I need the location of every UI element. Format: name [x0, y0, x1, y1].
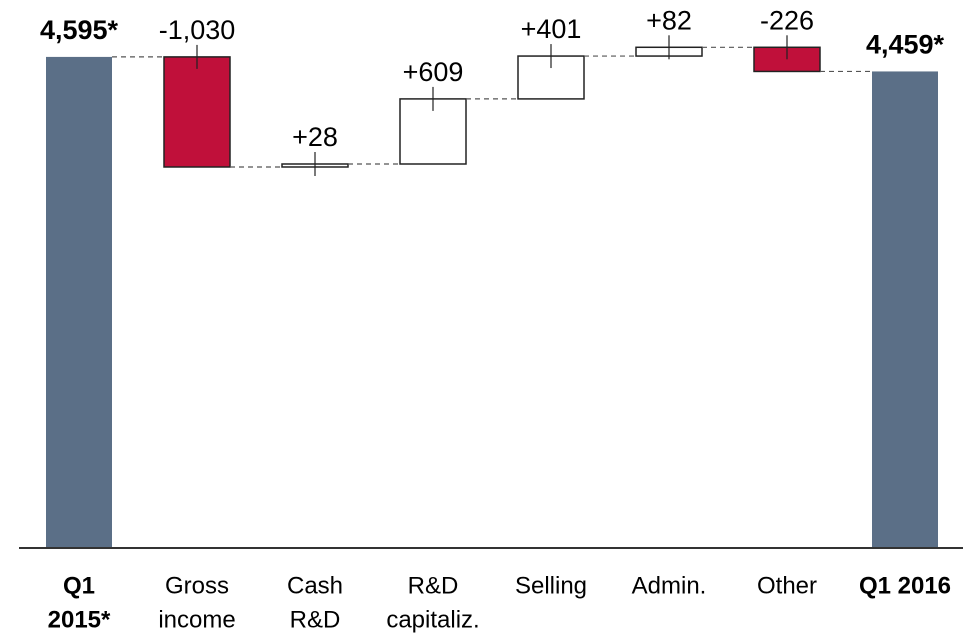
value-label: -226	[760, 5, 814, 35]
value-label: 4,459*	[866, 30, 945, 60]
x-tick-label: income	[158, 606, 235, 633]
bar	[163, 56, 231, 168]
x-tick-label: Q1	[63, 572, 95, 599]
value-label: +28	[292, 122, 338, 152]
bar	[872, 71, 938, 549]
x-tick-label: R&D	[408, 572, 459, 599]
x-tick-label: Admin.	[632, 572, 707, 599]
x-tick-label: R&D	[290, 606, 341, 633]
x-tick-label: Gross	[165, 572, 229, 599]
value-label: +401	[521, 14, 582, 44]
x-tick-label: 2015*	[48, 606, 111, 633]
value-label: -1,030	[159, 15, 236, 45]
value-label: 4,595*	[40, 15, 119, 45]
x-tick-label: Cash	[287, 572, 343, 599]
x-tick-label: Other	[757, 572, 817, 599]
value-label: +82	[646, 5, 692, 35]
x-tick-label: capitaliz.	[386, 606, 479, 633]
bar	[46, 56, 112, 549]
x-tick-label: Q1 2016	[859, 572, 951, 599]
value-label: +609	[403, 57, 464, 87]
x-tick-label: Selling	[515, 572, 587, 599]
